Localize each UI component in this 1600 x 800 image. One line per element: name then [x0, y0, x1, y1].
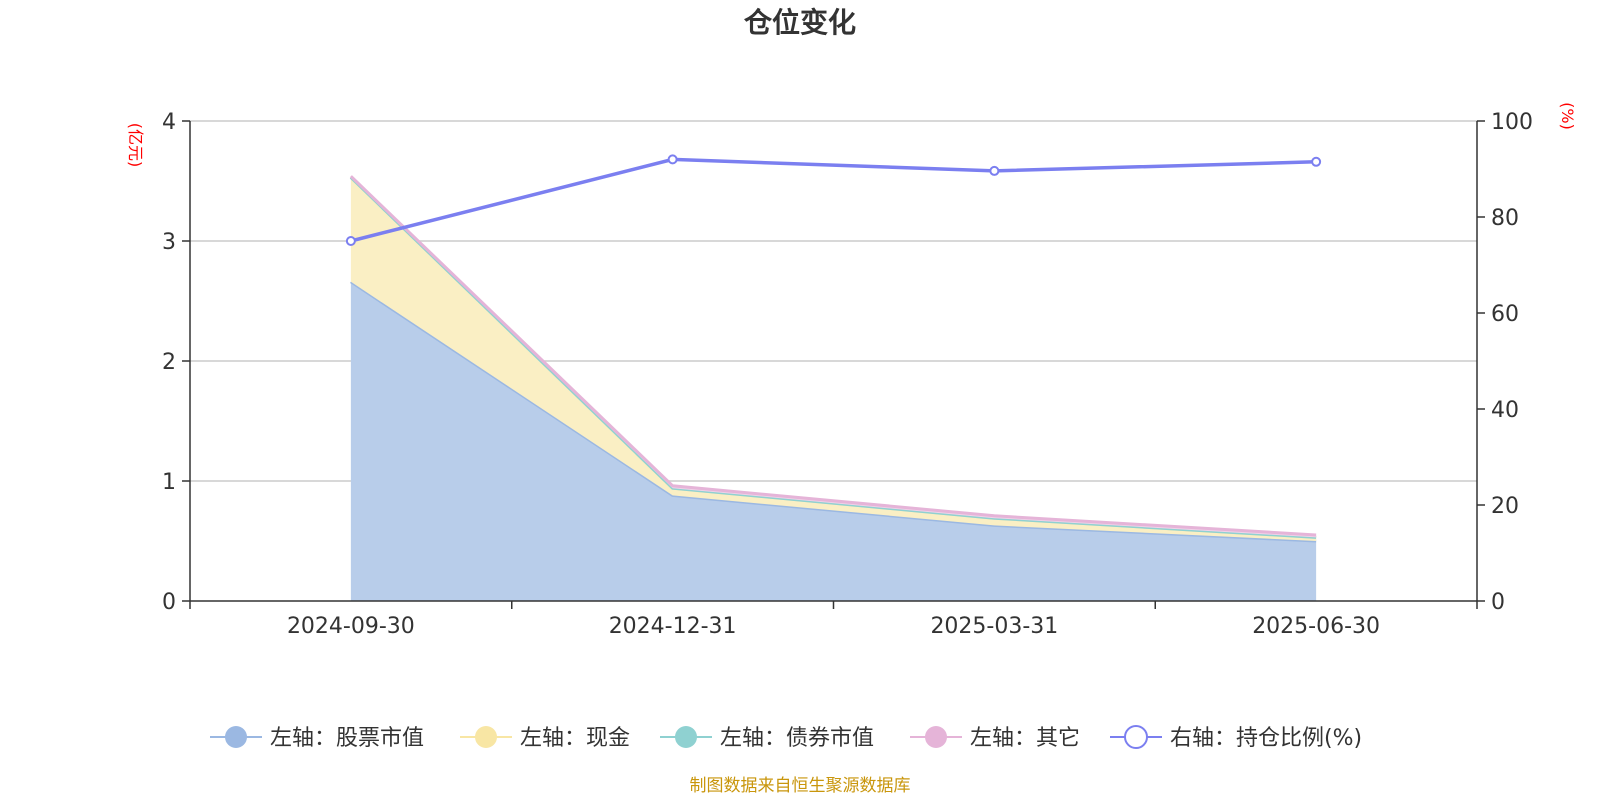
x-axis-tick-label: 2025-03-31 [930, 614, 1058, 639]
legend-marker [475, 726, 497, 748]
chart-title: 仓位变化 [744, 6, 856, 39]
area-series [349, 175, 1317, 601]
x-axis-tick-label: 2025-06-30 [1252, 614, 1380, 639]
right-axis-tick-label: 60 [1491, 302, 1519, 327]
legend-item-label: 左轴：债券市值 [720, 726, 874, 751]
legend-item-label: 右轴：持仓比例(%) [1170, 726, 1362, 751]
legend-item-label: 左轴：股票市值 [270, 726, 424, 751]
area-fill [350, 281, 1317, 601]
ratio-point [667, 154, 678, 165]
right-axis-tick-label: 0 [1491, 590, 1505, 615]
left-axis-tick-label: 2 [162, 350, 176, 375]
right-axis-tick-label: 100 [1491, 110, 1533, 135]
ratio-point [345, 236, 356, 246]
left-axis-unit: (亿元) [126, 123, 145, 168]
right-axis-tick-label: 80 [1491, 206, 1519, 231]
legend-item-label: 左轴：现金 [520, 726, 630, 751]
left-axis-tick-label: 1 [162, 470, 176, 495]
legend-marker [1124, 725, 1148, 749]
ratio-line-series [345, 154, 1322, 246]
ratio-point [989, 165, 1000, 176]
left-axis-tick-label: 0 [162, 590, 176, 615]
left-axis-tick-label: 4 [162, 110, 176, 135]
x-axis-tick-label: 2024-09-30 [287, 614, 415, 639]
area-line [349, 175, 1317, 537]
legend-item-label: 左轴：其它 [970, 726, 1080, 751]
legend: 左轴：股票市值 左轴：现金 左轴：债券市值 左轴：其它 右轴：持仓比例(%) [210, 725, 1362, 751]
footer-source: 制图数据来自恒生聚源数据库 [690, 776, 911, 796]
right-axis-tick-label: 20 [1491, 494, 1519, 519]
right-axis-tick-label: 40 [1491, 398, 1519, 423]
x-axis-tick-label: 2024-12-31 [609, 614, 737, 639]
legend-marker [675, 726, 697, 748]
ratio-line [350, 157, 1317, 243]
left-axis-tick-label: 3 [162, 230, 176, 255]
right-axis-unit: (%) [1558, 102, 1577, 130]
legend-marker [925, 726, 947, 748]
ratio-point [1311, 156, 1322, 167]
legend-marker [225, 726, 247, 748]
